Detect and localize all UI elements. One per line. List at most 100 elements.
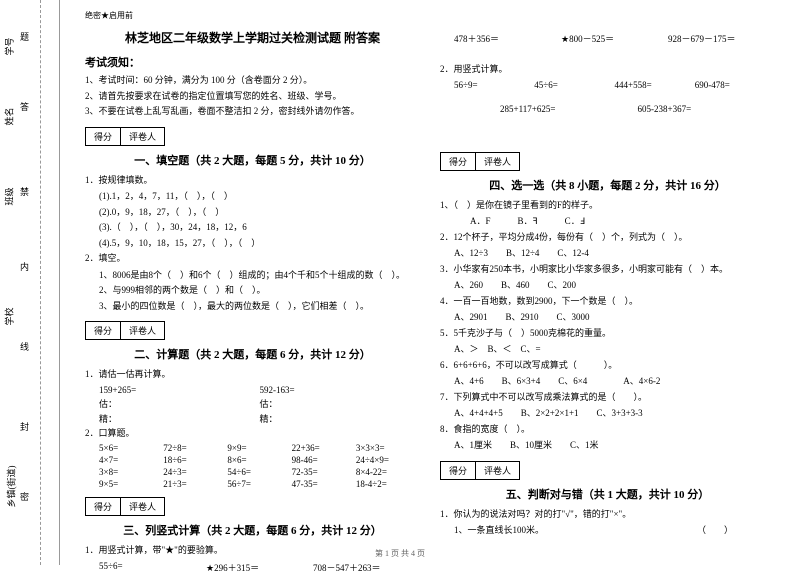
calc-item: 56÷7= [227, 479, 291, 489]
calc-item: 精： [260, 412, 421, 425]
score-label: 得分 [441, 462, 476, 479]
calc-row: 56÷9= 45÷6= 444+558= 690-478= [440, 80, 775, 90]
calc-item: 54÷6= [227, 467, 291, 477]
calc-item: 8×6= [227, 455, 291, 465]
seal-label: 内 [20, 260, 29, 273]
left-column: 绝密★启用前 林芝地区二年级数学上学期过关检测试题 附答案 考试须知： 1、考试… [75, 10, 430, 555]
calc-row: 5×6=72÷8=9×9=22+36=3×3×3= [85, 443, 420, 453]
page-footer: 第 1 页 共 4 页 [0, 548, 800, 559]
seal-label: 封 [20, 420, 29, 433]
score-box: 得分 评卷人 [440, 461, 520, 480]
options: A、＞ B、＜ C、= [440, 343, 775, 357]
score-label: 得分 [441, 153, 476, 170]
notice-item: 1、考试时间：60 分钟，满分为 100 分（含卷面分 2 分）。 [85, 74, 420, 87]
question: 5．5千克沙子与（ ）5000克棉花的重量。 [440, 327, 775, 341]
section-title: 四、选一选（共 8 小题，每题 2 分，共计 16 分） [440, 177, 775, 193]
calc-item: 708－547＋263＝ [313, 561, 420, 574]
options: A、2901 B、2910 C、3000 [440, 311, 775, 325]
question: 2．填空。 [85, 252, 420, 266]
calc-item: 159+265= [99, 385, 260, 395]
notice-item: 2、请首先按要求在试卷的指定位置填写您的姓名、班级、学号。 [85, 90, 420, 103]
calc-item: 72-35= [292, 467, 356, 477]
calc-item: 56÷9= [454, 80, 534, 90]
options: A、4+6 B、6×3+4 C、6×4 A、4×6-2 [440, 375, 775, 389]
question: 3．小华家有250本书，小明家比小华家多很多，小明家可能有（ ）本。 [440, 263, 775, 277]
question: 6．6+6+6+6，不可以改写成算式（ ）。 [440, 359, 775, 373]
calc-grid: 5×6=72÷8=9×9=22+36=3×3×3=4×7=18÷6=8×6=98… [85, 443, 420, 489]
margin-label-town: 乡镇(街道) [5, 466, 18, 508]
sub-question: (3).（ ），（ ），30，24，18，12，6 [85, 221, 420, 235]
options: A、12÷3 B、12÷4 C、12-4 [440, 247, 775, 261]
question: 1、（ ）是你在镜子里看到的F的样子。 [440, 199, 775, 213]
score-box: 得分 评卷人 [85, 497, 165, 516]
calc-item: 5×6= [99, 443, 163, 453]
margin-label-class: 班级 [3, 187, 16, 205]
calc-item: 8×4-22= [356, 467, 420, 477]
secret-label: 绝密★启用前 [85, 10, 420, 21]
right-column: 478＋356＝ ★800－525＝ 928－679－175＝ 2．用竖式计算。… [430, 10, 785, 555]
calc-item: 3×8= [99, 467, 163, 477]
section-title: 五、判断对与错（共 1 大题，共计 10 分） [440, 486, 775, 502]
seal-label: 密 [20, 490, 29, 503]
section-title: 二、计算题（共 2 大题，每题 6 分，共计 12 分） [85, 346, 420, 362]
calc-item: 21÷3= [163, 479, 227, 489]
question: 1．你认为的说法对吗？对的打"√"，错的打"×"。 [440, 508, 775, 522]
options: A、1厘米 B、10厘米 C、1米 [440, 439, 775, 453]
calc-item: 18÷6= [163, 455, 227, 465]
score-box: 得分 评卷人 [85, 321, 165, 340]
question: 7．下列算式中不可以改写成乘法算式的是（ ）。 [440, 391, 775, 405]
question: 8．食指的宽度（ ）。 [440, 423, 775, 437]
calc-item: ★800－525＝ [561, 32, 668, 45]
calc-item: 285+117+625= [500, 104, 638, 114]
score-box: 得分 评卷人 [85, 127, 165, 146]
calc-item: 45÷6= [534, 80, 614, 90]
score-box: 得分 评卷人 [440, 152, 520, 171]
calc-item: 444+558= [615, 80, 695, 90]
calc-item: 22+36= [292, 443, 356, 453]
section-title: 一、填空题（共 2 大题，每题 5 分，共计 10 分） [85, 152, 420, 168]
calc-row: 285+117+625= 605-238+367= [440, 104, 775, 114]
content-area: 绝密★启用前 林芝地区二年级数学上学期过关检测试题 附答案 考试须知： 1、考试… [60, 0, 800, 565]
score-label: 得分 [86, 128, 121, 145]
calc-item: 4×7= [99, 455, 163, 465]
notice-title: 考试须知： [85, 54, 420, 70]
options: A、260 B、460 C、200 [440, 279, 775, 293]
question: 1．请估一估再计算。 [85, 368, 420, 382]
sub-question: 3、最小的四位数是（ ），最大的两位数是（ ），它们相差（ ）。 [85, 300, 420, 314]
question: 2．口算题。 [85, 427, 420, 441]
calc-item: 3×3×3= [356, 443, 420, 453]
calc-row: 55÷6= ★296＋315＝ 708－547＋263＝ [85, 561, 420, 574]
calc-item: 928－679－175＝ [668, 32, 775, 45]
sub-question: (1).1，2，4，7，11，（ ），（ ） [85, 190, 420, 204]
page: 学号 题 姓名 答 班级 禁 内 学校 线 封 乡镇(街道) 密 绝密★启用前 … [0, 0, 800, 565]
calc-item: 55÷6= [99, 561, 206, 574]
calc-row: 估： 估： [85, 397, 420, 410]
calc-item: 估： [260, 397, 421, 410]
margin-label-name: 姓名 [3, 107, 16, 125]
calc-item: 47-35= [292, 479, 356, 489]
calc-item: 估： [99, 397, 260, 410]
calc-item: 精： [99, 412, 260, 425]
notice-item: 3、不要在试卷上乱写乱画，卷面不整洁扣 2 分，密封线外请勿作答。 [85, 105, 420, 118]
calc-item: ★296＋315＝ [206, 561, 313, 574]
question: 4．一百一百地数，数到2900，下一个数是（ ）。 [440, 295, 775, 309]
score-label: 得分 [86, 322, 121, 339]
margin-label-school: 学校 [3, 307, 16, 325]
question: 2．12个杯子，平均分成4份，每份有（ ）个，列式为（ ）。 [440, 231, 775, 245]
sub-question: 1、8006是由8个（ ）和6个（ ）组成的；由4个千和5个十组成的数（ ）。 [85, 269, 420, 283]
calc-item: 478＋356＝ [454, 32, 561, 45]
options: A、4+4+4+5 B、2×2+2×1+1 C、3+3+3-3 [440, 407, 775, 421]
calc-item: 18-4÷2= [356, 479, 420, 489]
sub-question: (4).5，9，10，18，15，27，（ ），（ ） [85, 237, 420, 251]
calc-row: 478＋356＝ ★800－525＝ 928－679－175＝ [440, 32, 775, 45]
seal-label: 禁 [20, 185, 29, 198]
calc-item: 24÷4×9= [356, 455, 420, 465]
seal-label: 题 [20, 30, 29, 43]
calc-item: 9×5= [99, 479, 163, 489]
section-title: 三、列竖式计算（共 2 大题，每题 6 分，共计 12 分） [85, 522, 420, 538]
calc-row: 3×8=24÷3=54÷6=72-35=8×4-22= [85, 467, 420, 477]
grader-label: 评卷人 [121, 322, 164, 339]
grader-label: 评卷人 [121, 498, 164, 515]
margin-column: 学号 题 姓名 答 班级 禁 内 学校 线 封 乡镇(街道) 密 [0, 0, 60, 565]
sub-question: (2).0，9，18，27，（ ），（ ） [85, 206, 420, 220]
